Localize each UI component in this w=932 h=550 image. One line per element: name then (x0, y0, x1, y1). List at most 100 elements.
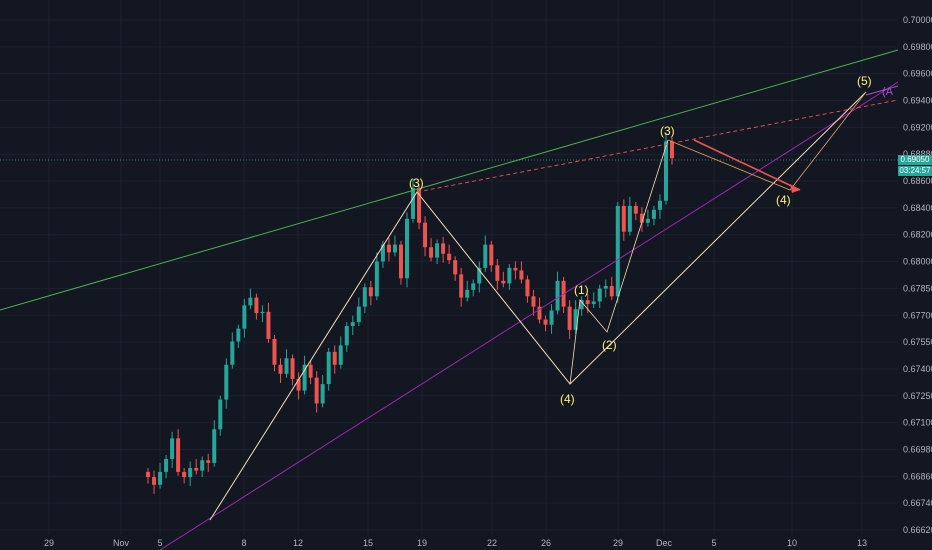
x-tick-label: Nov (113, 538, 130, 548)
wave-label-1-minor: (1) (574, 283, 589, 297)
candle-body (423, 222, 428, 248)
candle-body (495, 265, 500, 281)
candle-body (158, 471, 163, 485)
candle-body (254, 297, 259, 314)
corner-label: (A (882, 86, 894, 98)
candle-body (585, 300, 590, 305)
candle-body (176, 438, 181, 472)
candle-body (543, 319, 548, 325)
x-tick-label: 5 (711, 538, 716, 548)
candle-body (242, 305, 247, 329)
candle-body (218, 399, 223, 430)
countdown-badge: 03:24:57 (898, 166, 932, 176)
purple-target-line (865, 85, 899, 96)
candle-body (670, 141, 674, 159)
candle-body (501, 280, 506, 284)
candle-body (435, 243, 440, 258)
candle-body (332, 351, 337, 365)
y-tick-label: 0.68880 (903, 149, 932, 159)
candle-body (555, 280, 560, 311)
candle-body (296, 378, 301, 391)
wave-label-4-projection: (4) (776, 193, 791, 207)
candle-body (374, 261, 379, 297)
red-dashed-trendline (416, 99, 899, 193)
candle-body (164, 458, 169, 472)
wave-label-4-primary: (4) (560, 392, 575, 406)
candlestick-series (146, 132, 674, 494)
candle-body (230, 341, 235, 365)
candle-body (284, 358, 289, 374)
candle-body (657, 200, 662, 210)
candle-body (459, 274, 464, 298)
candle-body (272, 338, 277, 365)
x-tick-label: 8 (241, 538, 246, 548)
time-axis[interactable]: 29 Nov 5 8 12 15 19 22 26 29 Dec 5 10 13 (44, 538, 867, 548)
x-tick-label: 29 (44, 538, 54, 548)
candle-body (549, 310, 554, 325)
candle-body (441, 243, 446, 254)
price-axis[interactable] (898, 0, 932, 550)
candle-body (633, 205, 638, 214)
candle-body (591, 301, 596, 305)
x-tick-label: 12 (293, 538, 303, 548)
candle-body (152, 477, 157, 485)
candle-body (188, 468, 193, 478)
candle-body (603, 285, 608, 289)
candle-body (513, 267, 518, 271)
candle-body (350, 322, 355, 326)
candle-body (206, 460, 211, 463)
candle-body (392, 244, 397, 253)
x-tick-label: Dec (656, 538, 673, 548)
candle-body (146, 471, 150, 478)
candle-body (314, 377, 319, 404)
candle-body (471, 283, 476, 290)
candle-body (645, 218, 650, 223)
projection-arrow (693, 139, 801, 191)
candle-body (507, 267, 512, 284)
candle-body (266, 311, 271, 339)
candle-body (525, 279, 530, 297)
candle-body (663, 141, 668, 201)
candle-body (573, 309, 578, 330)
y-tick-label: 0.66620 (903, 525, 932, 535)
candle-body (380, 244, 385, 262)
candle-body (477, 267, 482, 284)
candle-body (404, 218, 409, 279)
wave-label-3-primary: (3) (409, 176, 424, 190)
candle-body (260, 311, 265, 314)
candle-body (326, 351, 331, 385)
x-tick-label: 15 (363, 538, 373, 548)
elliott-wave-primary (209, 91, 867, 521)
candle-body (362, 287, 367, 307)
candle-body (531, 296, 536, 307)
candle-body (489, 244, 494, 266)
x-tick-label: 29 (613, 538, 623, 548)
candle-body (621, 205, 626, 232)
wave-label-3-minor: (3) (660, 124, 675, 138)
candle-body (411, 187, 416, 219)
candle-body (639, 213, 644, 223)
candle-body (519, 270, 524, 280)
candle-body (320, 384, 325, 404)
candle-body (386, 244, 391, 253)
candle-body (368, 287, 373, 297)
candle-body (344, 326, 349, 346)
candle-body (200, 460, 205, 471)
candle-body (627, 205, 632, 232)
